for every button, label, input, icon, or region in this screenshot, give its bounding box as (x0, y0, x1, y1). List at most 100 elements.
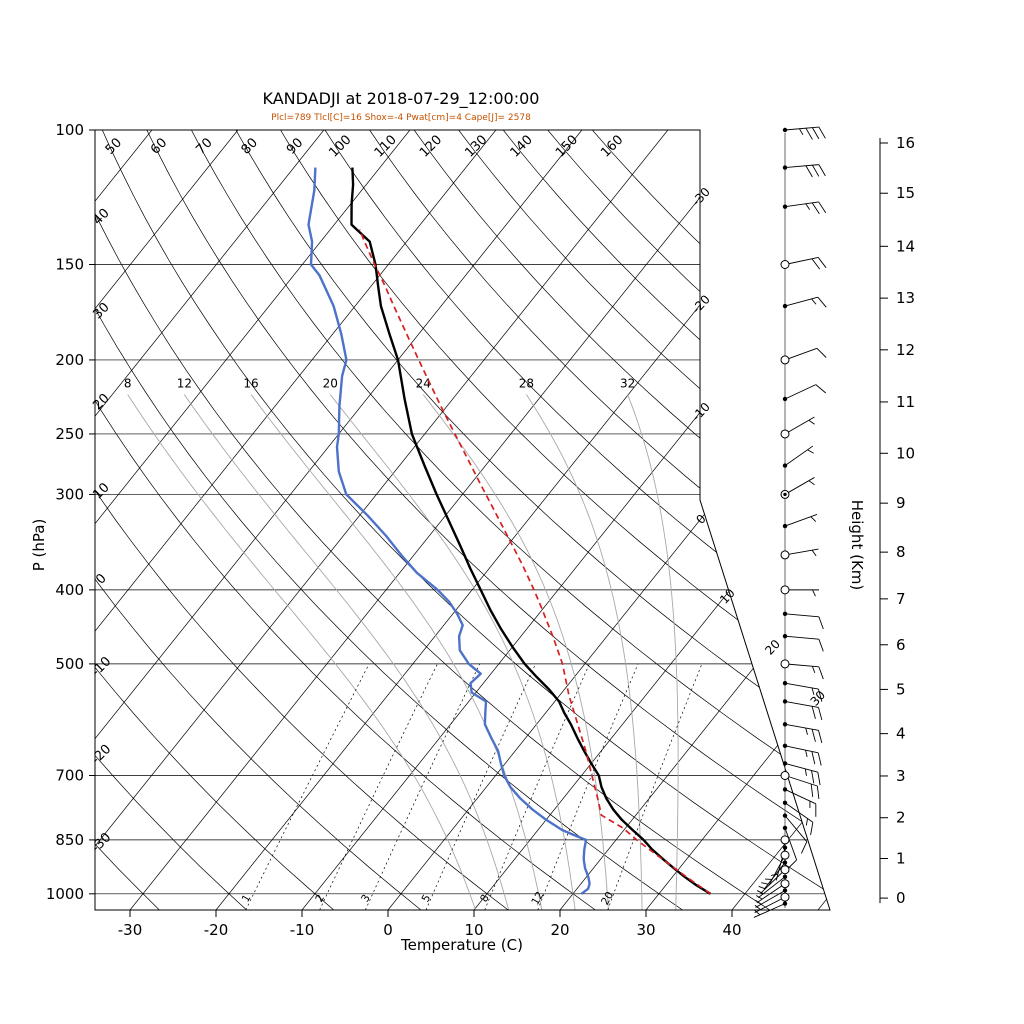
pressure-tick-label: 200 (55, 351, 84, 369)
wind-level-dot (782, 845, 788, 850)
dry-adiabat-label: 0 (93, 571, 109, 587)
mixing-ratio-label: 20 (599, 890, 616, 908)
plot-frame (94, 129, 831, 911)
temperature-tick-label: 40 (722, 921, 741, 939)
mixing-ratio-lines (245, 663, 703, 910)
wind-level-circle (780, 892, 790, 902)
wind-level-circle (780, 429, 790, 439)
wind-level-circle (780, 659, 790, 669)
temperature-tick-label: 10 (464, 921, 483, 939)
wind-level-dot (782, 523, 788, 529)
mixing-ratio-label: 2 (313, 893, 327, 905)
moist-adiabat-label: 20 (323, 377, 338, 391)
pressure-tick-label: 850 (55, 831, 84, 849)
isotherm-label: -10 (689, 400, 713, 424)
height-axis-title: Height (Km) (848, 500, 866, 591)
moist-adiabat-label: 32 (620, 377, 635, 391)
temperature-tick-label: -10 (290, 921, 315, 939)
wind-level-dot (782, 204, 788, 209)
temperature-tick-label: -30 (118, 921, 143, 939)
parcel-curve (358, 229, 711, 895)
pressure-tick-label: 400 (55, 581, 84, 599)
mixing-ratio-label: 12 (529, 890, 546, 908)
height-tick-label: 12 (896, 341, 915, 359)
height-tick-label: 11 (896, 393, 915, 411)
dry-adiabat-label: 80 (239, 135, 261, 157)
pressure-tick-label: 250 (55, 425, 84, 443)
dry-adiabat-label: 140 (508, 132, 536, 160)
pressure-tick-label: 100 (55, 121, 84, 139)
chart-subtitle: Plcl=789 Tlcl[C]=16 Shox=-4 Pwat[cm]=4 C… (271, 113, 531, 123)
isotherm-label: -20 (689, 292, 713, 316)
isotherm-label: 0 (693, 512, 708, 527)
dry-adiabat-label: 20 (90, 391, 112, 413)
chart-title: KANDADJI at 2018-07-29_12:00:00 (262, 89, 540, 108)
isobar-lines (95, 130, 830, 895)
wind-level-dot (782, 722, 788, 727)
dry-adiabat-label: 120 (417, 132, 445, 160)
height-tick-label: 7 (896, 590, 906, 608)
height-tick-label: 13 (896, 289, 915, 307)
pressure-tick-label: 500 (55, 655, 84, 673)
wind-level-circle (780, 355, 790, 365)
height-tick-label: 4 (896, 725, 906, 743)
wind-barbs (753, 126, 827, 918)
height-tick-label: 9 (896, 494, 906, 512)
dry-adiabat-label: 130 (462, 132, 490, 160)
wind-level-dot (782, 611, 788, 617)
moist-adiabat-label: 12 (177, 377, 192, 391)
wind-level-circle (780, 850, 790, 860)
wind-level-dot (782, 463, 788, 468)
mixing-ratio-label: 1 (240, 893, 254, 905)
wind-level-dot (782, 396, 788, 402)
moist-adiabat-label: 28 (519, 377, 534, 391)
wind-level-circle (780, 835, 790, 845)
wind-level-dot (782, 743, 788, 748)
moist-adiabats (127, 394, 679, 910)
dry-adiabat-label: 100 (326, 132, 354, 160)
height-tick-label: 8 (896, 543, 906, 561)
pressure-axis-title: P (hPa) (30, 519, 48, 572)
height-tick-label: 10 (896, 444, 915, 462)
height-tick-label: 2 (896, 809, 906, 827)
wind-level-dot (782, 634, 788, 639)
wind-level-dot (782, 901, 788, 906)
dewpoint-curve (307, 167, 591, 895)
wind-level-dot (782, 825, 788, 831)
height-tick-label: 5 (896, 680, 906, 698)
mixing-ratio-label: 5 (420, 893, 434, 905)
height-tick-label: 14 (896, 237, 915, 255)
moist-adiabat-label: 8 (124, 377, 132, 391)
moist-adiabat-label: 16 (243, 377, 258, 391)
temperature-axis-title: Temperature (C) (400, 936, 523, 954)
height-tick-label: 6 (896, 636, 906, 654)
dry-adiabat-label: 90 (284, 135, 306, 157)
wind-level-dot (782, 761, 788, 766)
height-tick-label: 0 (896, 889, 906, 907)
wind-level-circle (780, 585, 790, 595)
temperature-curve (350, 167, 712, 895)
wind-level-circle (780, 865, 790, 875)
wind-level-dot (782, 874, 788, 880)
sounding-profiles (307, 167, 712, 895)
dry-adiabat-label: 160 (598, 132, 626, 160)
mixing-ratio-label: 3 (359, 893, 373, 905)
moist-adiabat-label: 24 (416, 377, 431, 391)
height-tick-label: 15 (896, 184, 915, 202)
wind-level-dot (782, 787, 788, 792)
wind-level-circle (780, 550, 790, 560)
temperature-tick-label: 20 (550, 921, 569, 939)
wind-level-dot (782, 699, 788, 704)
isotherm-label: 30 (808, 688, 829, 709)
dry-adiabat-label: 70 (193, 135, 215, 157)
wind-level-dot (782, 860, 788, 865)
wind-level-circle (780, 770, 790, 780)
height-tick-label: 1 (896, 849, 906, 867)
dry-adiabat-label: 110 (372, 132, 400, 160)
dry-adiabat-label: -20 (89, 742, 115, 768)
isotherm-label: -30 (689, 185, 713, 209)
dry-adiabat-label: 40 (90, 206, 112, 228)
dry-adiabat-label: -30 (89, 830, 115, 856)
